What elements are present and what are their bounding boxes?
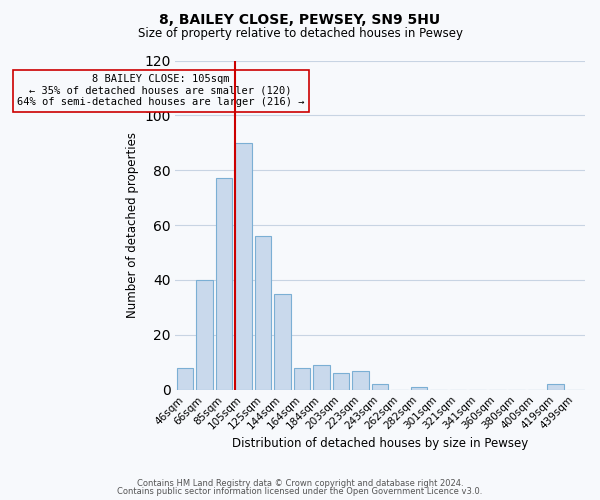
Text: Contains public sector information licensed under the Open Government Licence v3: Contains public sector information licen… (118, 487, 482, 496)
Bar (313, 365, 330, 390)
Text: Contains HM Land Registry data © Crown copyright and database right 2024.: Contains HM Land Registry data © Crown c… (137, 478, 463, 488)
Bar (177, 368, 193, 390)
X-axis label: Distribution of detached houses by size in Pewsey: Distribution of detached houses by size … (232, 437, 529, 450)
Bar (411, 387, 427, 390)
Bar (294, 368, 310, 390)
Bar (547, 384, 564, 390)
Text: 8, BAILEY CLOSE, PEWSEY, SN9 5HU: 8, BAILEY CLOSE, PEWSEY, SN9 5HU (160, 12, 440, 26)
Text: 8 BAILEY CLOSE: 105sqm
← 35% of detached houses are smaller (120)
64% of semi-de: 8 BAILEY CLOSE: 105sqm ← 35% of detached… (17, 74, 304, 108)
Bar (196, 280, 213, 390)
Bar (333, 374, 349, 390)
Bar (372, 384, 388, 390)
Bar (274, 294, 291, 390)
Bar (216, 178, 232, 390)
Text: Size of property relative to detached houses in Pewsey: Size of property relative to detached ho… (137, 28, 463, 40)
Y-axis label: Number of detached properties: Number of detached properties (125, 132, 139, 318)
Bar (235, 143, 252, 390)
Bar (255, 236, 271, 390)
Bar (352, 370, 369, 390)
